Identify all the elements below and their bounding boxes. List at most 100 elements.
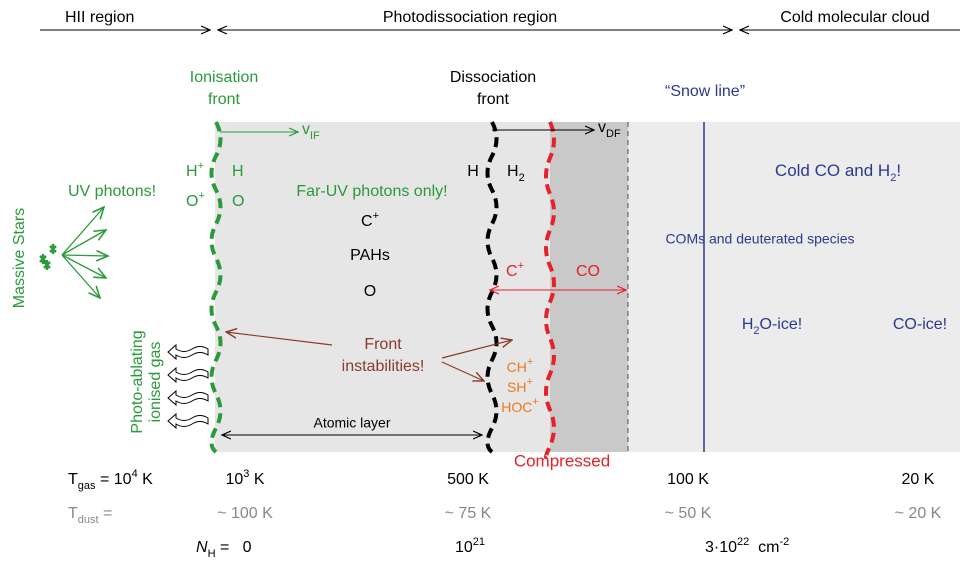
species-base: SH (507, 379, 526, 395)
ion: SH+ (507, 376, 533, 395)
region-label: HII region (65, 9, 134, 26)
dust-temp: ~ 100 K (217, 505, 273, 522)
column-label: NH = 0 (196, 539, 252, 560)
species: H (232, 163, 244, 180)
dust-temp-label: Tdust = (68, 505, 112, 526)
flow-arrow (167, 366, 209, 384)
species: C+ (361, 210, 379, 230)
dust-temp: ~ 20 K (895, 505, 942, 522)
species-base: CH (507, 359, 527, 375)
text: = 10 (96, 471, 132, 488)
instability-arrows (226, 332, 512, 381)
arrow (441, 361, 484, 381)
species-base: O (186, 193, 198, 210)
ablating-label: Photo-ablating (129, 330, 146, 433)
species: O (364, 283, 376, 300)
subscript: DF (606, 128, 621, 140)
species-base: C (361, 213, 373, 230)
subscript: dust (78, 514, 99, 526)
superscript: + (527, 356, 533, 368)
gas-temp-label: Tgas = 104 K (68, 468, 153, 492)
uv-arrows (39, 207, 108, 298)
uv-arrow (61, 207, 104, 256)
velocity-label: vDF (598, 119, 621, 140)
front-label: Ionisation (190, 69, 259, 86)
superscript: + (518, 260, 524, 272)
cold-zone (628, 122, 960, 452)
species: H+ (186, 160, 204, 180)
gas-flows (167, 343, 209, 430)
arrow (441, 340, 512, 359)
text: H (742, 316, 754, 333)
text: = 0 (216, 539, 252, 556)
text: 3·10 (705, 539, 737, 556)
species: C+ (506, 260, 524, 280)
uv-arrow (61, 254, 100, 298)
superscript: + (532, 396, 538, 408)
flow-arrow (167, 343, 209, 361)
text: Cold CO and H (775, 161, 890, 180)
stars (39, 244, 57, 270)
dust-temp: ~ 75 K (445, 505, 492, 522)
text: = (99, 505, 113, 522)
text: K (249, 471, 264, 488)
superscript: + (198, 190, 204, 202)
ion: CH+ (507, 356, 534, 375)
column-density: 3·1022 cm-2 (705, 536, 789, 556)
ablating-label: ionised gas (147, 342, 164, 423)
instability-label: instabilities! (342, 358, 425, 375)
text: O-ice! (760, 316, 803, 333)
region-label: Cold molecular cloud (780, 9, 929, 26)
uv-arrow (61, 254, 106, 278)
species-base: HOC (501, 399, 532, 415)
uv-label: UV photons! (68, 183, 156, 200)
symbol: v (302, 121, 310, 138)
co-front (544, 121, 556, 459)
species: PAHs (350, 247, 390, 264)
front-label: Dissociation (450, 69, 536, 86)
symbol: N (196, 539, 208, 556)
superscript: + (373, 210, 379, 222)
subscript: 2 (890, 172, 896, 184)
text: 10 (225, 471, 243, 488)
subscript: 2 (519, 172, 525, 184)
front-label: front (477, 91, 510, 108)
superscript: 3 (243, 468, 249, 480)
superscript: -2 (780, 536, 790, 548)
atomic-layer-label: Atomic layer (313, 415, 390, 431)
symbol: v (598, 119, 606, 136)
stars-label: Massive Stars (11, 208, 28, 308)
ice-label: CO-ice! (893, 316, 947, 333)
superscript: 4 (132, 468, 138, 480)
subscript: H (208, 548, 216, 560)
gas-temp: 103 K (225, 468, 264, 488)
species: O (232, 193, 244, 210)
front-label: front (208, 91, 241, 108)
superscript: + (198, 160, 204, 172)
far-uv-label: Far-UV photons only! (296, 183, 447, 200)
superscript: + (527, 376, 533, 388)
text: K (138, 471, 153, 488)
superscript: 22 (737, 536, 749, 548)
species-base: H (507, 163, 519, 180)
flow-arrow (167, 389, 209, 407)
text: ! (896, 161, 901, 180)
species: O+ (186, 190, 205, 210)
compressed-zone (550, 122, 628, 452)
instability-label: Front (364, 336, 402, 353)
species-base: C (506, 263, 518, 280)
subscript: IF (310, 130, 320, 142)
symbol: T (68, 505, 78, 522)
species-base: H (186, 163, 198, 180)
gas-temp: 20 K (902, 471, 935, 488)
subscript: gas (78, 480, 96, 492)
symbol: T (68, 471, 78, 488)
cold-label: Cold CO and H2! (775, 161, 901, 183)
uv-arrow (61, 255, 108, 256)
snow-line-label: “Snow line” (665, 83, 745, 100)
compressed-label: Compressed (514, 451, 610, 470)
ion: HOC+ (501, 396, 539, 415)
superscript: 21 (473, 536, 485, 548)
subscript: 2 (753, 325, 759, 337)
